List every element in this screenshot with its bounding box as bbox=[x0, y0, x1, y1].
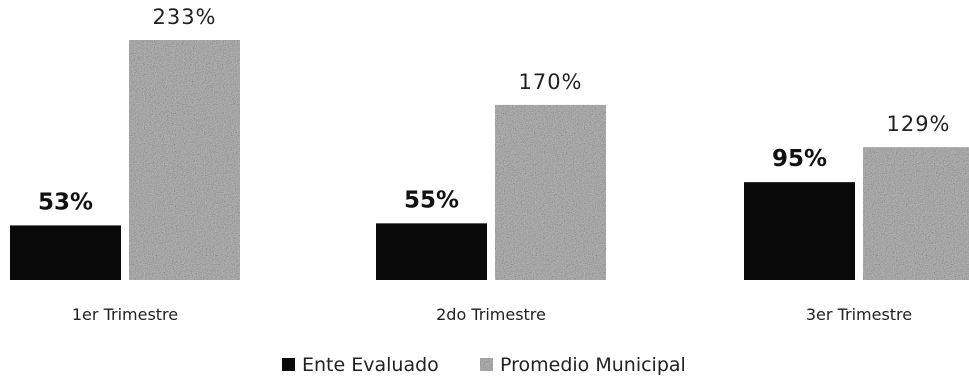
ente-evaluado-bar-2 bbox=[376, 223, 487, 280]
promedio-municipal-value-label-1: 233% bbox=[152, 5, 216, 29]
value-labels-layer: 53% 233% 55% 170% 95% 129% bbox=[38, 5, 950, 215]
bars-layer bbox=[10, 40, 969, 280]
ente-evaluado-value-label-2: 55% bbox=[404, 187, 459, 213]
promedio-municipal-bar-2 bbox=[495, 104, 606, 280]
promedio-municipal-bar-1 bbox=[129, 40, 240, 280]
legend: Ente Evaluado Promedio Municipal bbox=[282, 354, 686, 376]
category-label-1: 1er Trimestre bbox=[72, 305, 178, 324]
promedio-municipal-bar-3 bbox=[863, 147, 969, 280]
promedio-municipal-legend-swatch bbox=[480, 358, 493, 371]
category-label-2: 2do Trimestre bbox=[436, 305, 546, 324]
ente-evaluado-bar-3 bbox=[744, 182, 855, 280]
category-label-3: 3er Trimestre bbox=[806, 305, 912, 324]
promedio-municipal-legend-label: Promedio Municipal bbox=[500, 354, 686, 376]
ente-evaluado-bar-1 bbox=[10, 225, 121, 280]
promedio-municipal-value-label-2: 170% bbox=[518, 70, 582, 94]
ente-evaluado-legend-swatch bbox=[282, 358, 295, 371]
ente-evaluado-legend-label: Ente Evaluado bbox=[302, 354, 439, 376]
category-labels-layer: 1er Trimestre 2do Trimestre 3er Trimestre bbox=[72, 305, 912, 324]
ente-evaluado-value-label-3: 95% bbox=[772, 146, 827, 172]
promedio-municipal-value-label-3: 129% bbox=[886, 112, 950, 136]
ente-evaluado-value-label-1: 53% bbox=[38, 189, 93, 215]
